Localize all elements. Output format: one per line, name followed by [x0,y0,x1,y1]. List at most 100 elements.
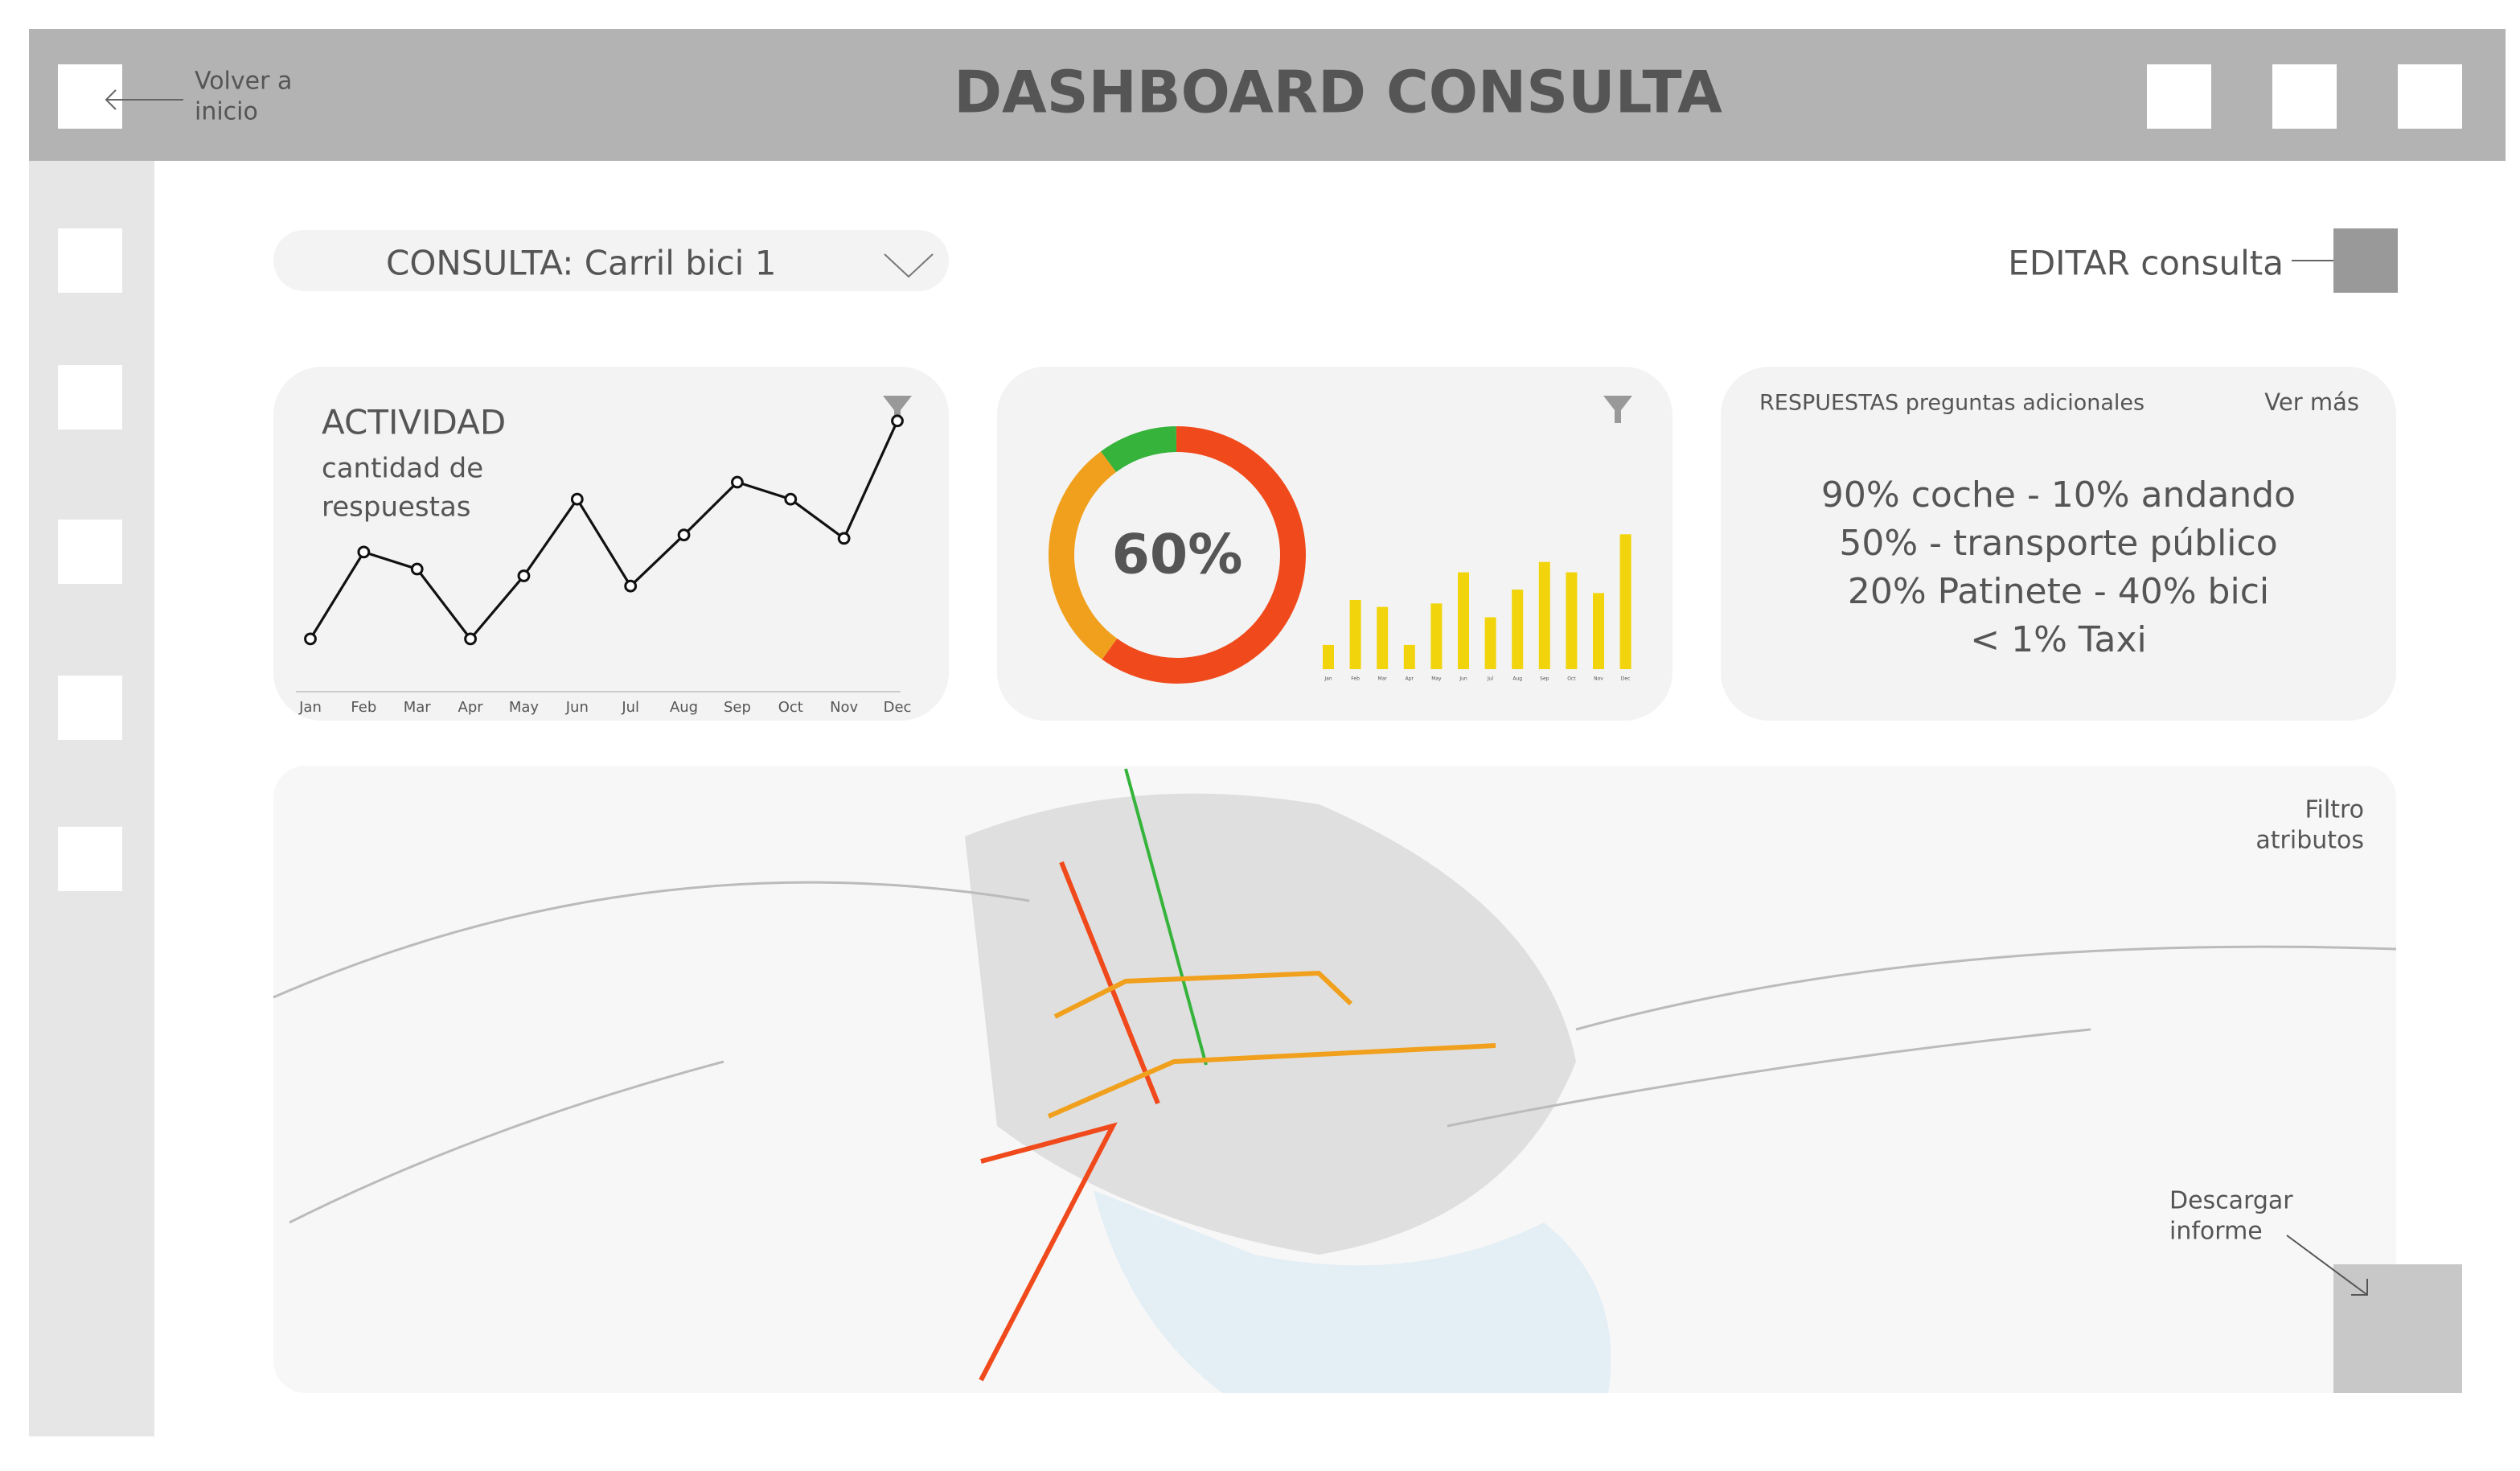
activity-point [570,492,584,506]
activity-point [677,528,691,542]
bar [1458,572,1469,669]
bar [1538,561,1550,669]
month-label: Mar [404,699,432,716]
back-label[interactable]: Volver a [195,68,292,96]
sidebar-button[interactable] [58,827,122,891]
bar [1484,617,1496,669]
activity-card [273,367,949,721]
month-label: Sep [724,699,751,716]
bar-label: Jan [1324,676,1332,682]
header-button[interactable] [2147,64,2211,129]
month-label: Nov [830,699,858,716]
month-label: Jan [298,699,322,716]
month-label: Jul [621,699,639,716]
activity-subtitle: cantidad de [322,453,483,485]
bar [1430,603,1443,669]
answers-card [1721,367,2396,721]
donut-segment [1049,426,1306,684]
bar [1512,590,1524,669]
bar-label: Mar [1378,676,1388,682]
route [1124,768,1208,1066]
bar-label: Jun [1459,676,1467,682]
sidebar-button[interactable] [58,520,122,584]
activity-title: ACTIVIDAD [322,403,506,442]
bar-label: Sep [1540,676,1549,682]
map[interactable]: Filtro atributos Descargar informe [273,766,2462,1393]
activity-point [410,562,424,576]
answers-title: RESPUESTAS preguntas adicionales [1759,391,2144,416]
bar-label: Apr [1406,676,1414,682]
bar [1349,600,1361,669]
filter-label[interactable]: Filtro [2305,796,2364,824]
download-label[interactable]: Descargar [2169,1187,2293,1215]
city-blocks [965,793,1576,1255]
month-label: Dec [884,699,912,716]
answer-line: < 1% Taxi [1970,619,2146,660]
activity-point [891,414,904,428]
header-button[interactable] [2398,64,2462,129]
sidebar-button[interactable] [58,365,122,429]
bar-label: Feb [1351,676,1360,682]
activity-point [357,545,371,559]
donut-label: 60% [1112,524,1243,587]
bar [1619,534,1631,669]
see-more[interactable]: Ver más [2264,388,2359,416]
answer-line: 50% - transporte público [1839,523,2277,564]
edit-button[interactable] [2333,228,2398,293]
activity-point [624,579,638,593]
sidebar-button[interactable] [58,228,122,293]
route [1047,970,1496,1119]
share-card [997,367,1672,721]
query-select[interactable] [273,230,949,291]
header-bar [29,29,2506,161]
month-label: Apr [458,699,484,716]
bar [1377,606,1389,669]
answer-line: 20% Patinete - 40% bici [1848,571,2269,612]
download-arrow [2286,1235,2368,1296]
bar-label: Nov [1594,676,1603,682]
bar-label: May [1431,676,1442,682]
bar-label: Jul [1487,676,1494,682]
edit-label[interactable]: EDITAR consulta [2008,244,2284,283]
answer-line: 90% coche - 10% andando [1821,475,2296,516]
bar [1566,572,1578,669]
month-label: Oct [778,699,803,716]
activity-point [837,532,851,545]
activity-point [784,492,798,506]
bar [1403,644,1415,669]
bar [1323,644,1334,669]
filter-label[interactable]: atributos [2255,827,2364,855]
route [979,861,1160,1382]
month-label: May [509,699,540,716]
activity-line [309,420,899,641]
activity-point [304,632,317,646]
sea [1094,1190,1611,1393]
month-label: Feb [351,699,376,716]
back-arrow-head [105,89,117,110]
activity-subtitle: respuestas [322,491,471,524]
back-button[interactable] [58,64,122,129]
month-label: Jun [565,699,589,716]
activity-point [517,569,531,582]
bar-label: Dec [1621,676,1631,682]
filter-icon[interactable] [883,396,912,423]
download-label[interactable]: informe [2169,1218,2263,1246]
month-label: Aug [670,699,698,716]
dropdown-icon [884,253,934,278]
activity-point [731,475,744,489]
sidebar [29,161,154,1436]
bar [1593,593,1604,669]
roads [273,881,2397,1224]
activity-point [464,632,477,646]
header-button[interactable] [2272,64,2337,129]
filter-icon[interactable] [1603,396,1632,423]
donut-segment [1049,426,1306,684]
bar-label: Oct [1567,676,1576,682]
query-label[interactable]: CONSULTA: Carril bici 1 [386,244,776,283]
bar-label: Aug [1512,676,1522,682]
back-label[interactable]: inicio [195,98,258,126]
page-title: DASHBOARD CONSULTA [954,59,1722,126]
sidebar-button[interactable] [58,676,122,740]
